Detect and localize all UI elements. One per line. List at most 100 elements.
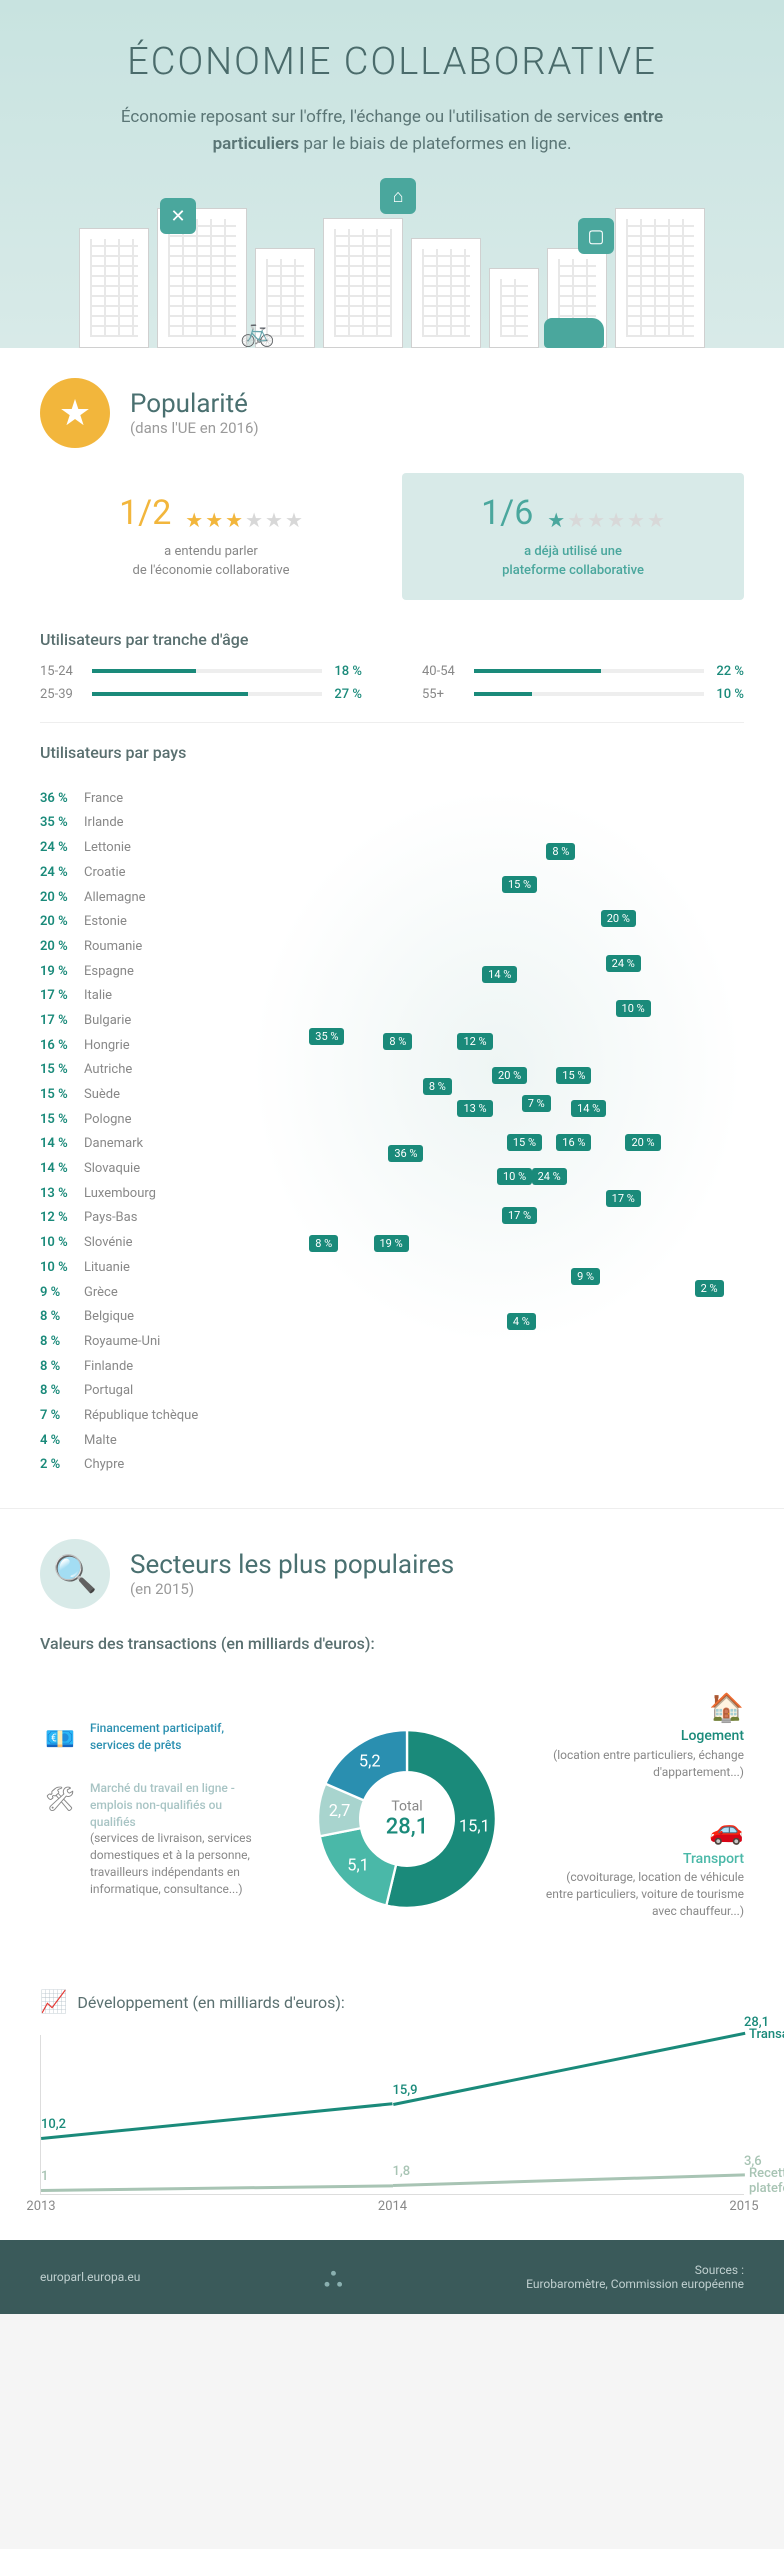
sources-label: Sources : bbox=[526, 2263, 744, 2277]
country-row: 8 %Finlande bbox=[40, 1355, 220, 1380]
map-label: 15 % bbox=[556, 1067, 591, 1084]
star-icon: ★ bbox=[40, 378, 110, 448]
sources-text: Eurobaromètre, Commission européenne bbox=[526, 2277, 744, 2291]
map-label: 15 % bbox=[507, 1134, 542, 1151]
map-label: 15 % bbox=[502, 876, 537, 893]
country-row: 4 %Malte bbox=[40, 1429, 220, 1454]
country-row: 17 %Italie bbox=[40, 984, 220, 1009]
country-row: 7 %République tchèque bbox=[40, 1404, 220, 1429]
age-row: 40-5422 % bbox=[422, 664, 744, 679]
legend-item: 🚗Transport(covoiturage, location de véhi… bbox=[544, 1810, 744, 1919]
country-row: 15 %Pologne bbox=[40, 1108, 220, 1133]
map-label: 14 % bbox=[482, 966, 517, 983]
map-label: 14 % bbox=[571, 1100, 606, 1117]
ep-logo-icon: ⛬ bbox=[323, 2260, 343, 2294]
development-chart: 📈Développement (en milliards d'euros): 1… bbox=[40, 1970, 744, 2210]
country-row: 10 %Lituanie bbox=[40, 1256, 220, 1281]
section-header: ★ Popularité (dans l'UE en 2016) bbox=[40, 378, 744, 448]
car-icon bbox=[544, 318, 604, 348]
age-title: Utilisateurs par tranche d'âge bbox=[40, 630, 744, 649]
footer-url: europarl.europa.eu bbox=[40, 2270, 140, 2284]
skyline-illustration: ✕ ⌂ ▢ 🚲 bbox=[40, 188, 744, 348]
sectors-section: 🔍 Secteurs les plus populaires (en 2015)… bbox=[0, 1508, 784, 2240]
country-row: 20 %Estonie bbox=[40, 910, 220, 935]
country-row: 2 %Chypre bbox=[40, 1453, 220, 1478]
country-row: 14 %Danemark bbox=[40, 1132, 220, 1157]
home-icon: ⌂ bbox=[380, 178, 416, 214]
donut-legend-left: 💶Financement participatif, services de p… bbox=[40, 1720, 270, 1918]
map-label: 20 % bbox=[492, 1067, 527, 1084]
bike-icon: 🚲 bbox=[240, 315, 275, 348]
section-title: Secteurs les plus populaires bbox=[130, 1550, 454, 1580]
map-label: 2 % bbox=[695, 1280, 724, 1297]
country-row: 20 %Allemagne bbox=[40, 886, 220, 911]
country-row: 8 %Portugal bbox=[40, 1379, 220, 1404]
map-label: 24 % bbox=[606, 955, 641, 972]
country-row: 15 %Suède bbox=[40, 1083, 220, 1108]
country-row: 10 %Slovénie bbox=[40, 1231, 220, 1256]
country-row: 15 %Autriche bbox=[40, 1058, 220, 1083]
donut-chart: 💶Financement participatif, services de p… bbox=[40, 1668, 744, 1970]
country-row: 35 %Irlande bbox=[40, 811, 220, 836]
popularity-stats: 1/2 ★★★★★★ a entendu parlerde l'économie… bbox=[40, 473, 744, 599]
country-row: 36 %France bbox=[40, 787, 220, 812]
country-row: 9 %Grèce bbox=[40, 1281, 220, 1306]
map-label: 10 % bbox=[616, 1000, 651, 1017]
rating-stars: ★★★★★★ bbox=[185, 508, 303, 532]
country-list: 36 %France35 %Irlande24 %Lettonie24 %Cro… bbox=[40, 787, 220, 1478]
europe-map: 8 % 15 % 20 % 24 % 10 % 14 % 35 % 8 % 12 % 8 % 20 … bbox=[250, 787, 744, 1347]
donut-legend-right: 🏠Logement(location entre particuliers, é… bbox=[544, 1688, 744, 1950]
country-row: 12 %Pays-Bas bbox=[40, 1206, 220, 1231]
age-row: 25-3927 % bbox=[40, 687, 362, 702]
svg-text:2,7: 2,7 bbox=[329, 1801, 351, 1820]
popularity-section: ★ Popularité (dans l'UE en 2016) 1/2 ★★★… bbox=[0, 348, 784, 1508]
donut-title: Valeurs des transactions (en milliards d… bbox=[40, 1634, 744, 1653]
section-title: Popularité bbox=[130, 389, 259, 419]
map-label: 8 % bbox=[546, 843, 575, 860]
map-label: 20 % bbox=[625, 1134, 660, 1151]
rating-stars: ★★★★★★ bbox=[547, 508, 665, 532]
donut: 15,15,12,75,2 Total 28,1 bbox=[290, 1699, 524, 1939]
country-row: 24 %Lettonie bbox=[40, 836, 220, 861]
country-row: 14 %Slovaquie bbox=[40, 1157, 220, 1182]
map-label: 7 % bbox=[522, 1095, 551, 1112]
legend-item: 🏠Logement(location entre particuliers, é… bbox=[544, 1688, 744, 1780]
page-title: ÉCONOMIE COLLABORATIVE bbox=[40, 40, 744, 84]
map-label: 8 % bbox=[423, 1078, 452, 1095]
country-row: 8 %Royaume-Uni bbox=[40, 1330, 220, 1355]
box-icon: ▢ bbox=[578, 218, 614, 254]
section-header: 🔍 Secteurs les plus populaires (en 2015) bbox=[40, 1539, 744, 1609]
map-label: 19 % bbox=[374, 1235, 409, 1252]
age-chart: 15-2418 % 40-5422 % 25-3927 % 55+10 % bbox=[40, 664, 744, 723]
svg-text:15,1: 15,1 bbox=[459, 1816, 490, 1835]
countries-block: 36 %France35 %Irlande24 %Lettonie24 %Cro… bbox=[40, 777, 744, 1478]
country-row: 13 %Luxembourg bbox=[40, 1182, 220, 1207]
tools-icon: ✕ bbox=[160, 198, 196, 234]
map-label: 36 % bbox=[388, 1145, 423, 1162]
svg-text:5,1: 5,1 bbox=[347, 1855, 369, 1874]
map-label: 35 % bbox=[309, 1028, 344, 1045]
map-label: 12 % bbox=[457, 1033, 492, 1050]
stat-heard: 1/2 ★★★★★★ a entendu parlerde l'économie… bbox=[40, 473, 382, 599]
section-subtitle: (en 2015) bbox=[130, 1580, 454, 1598]
svg-text:5,2: 5,2 bbox=[359, 1751, 381, 1770]
subtitle: Économie reposant sur l'offre, l'échange… bbox=[92, 104, 692, 158]
stat-used: 1/6 ★★★★★★ a déjà utilisé uneplateforme … bbox=[402, 473, 744, 599]
country-row: 17 %Bulgarie bbox=[40, 1009, 220, 1034]
map-label: 17 % bbox=[502, 1207, 537, 1224]
section-subtitle: (dans l'UE en 2016) bbox=[130, 419, 259, 437]
growth-icon: 📈 bbox=[40, 1990, 67, 2015]
map-label: 17 % bbox=[606, 1190, 641, 1207]
country-row: 20 %Roumanie bbox=[40, 935, 220, 960]
hero: ÉCONOMIE COLLABORATIVE Économie reposant… bbox=[0, 0, 784, 348]
country-row: 8 %Belgique bbox=[40, 1305, 220, 1330]
map-label: 4 % bbox=[507, 1313, 536, 1330]
legend-item: 🛠Marché du travail en ligne - emplois no… bbox=[40, 1780, 270, 1898]
map-label: 16 % bbox=[556, 1134, 591, 1151]
age-row: 15-2418 % bbox=[40, 664, 362, 679]
map-label: 13 % bbox=[457, 1100, 492, 1117]
country-row: 19 %Espagne bbox=[40, 960, 220, 985]
map-label: 8 % bbox=[383, 1033, 412, 1050]
country-row: 24 %Croatie bbox=[40, 861, 220, 886]
age-row: 55+10 % bbox=[422, 687, 744, 702]
